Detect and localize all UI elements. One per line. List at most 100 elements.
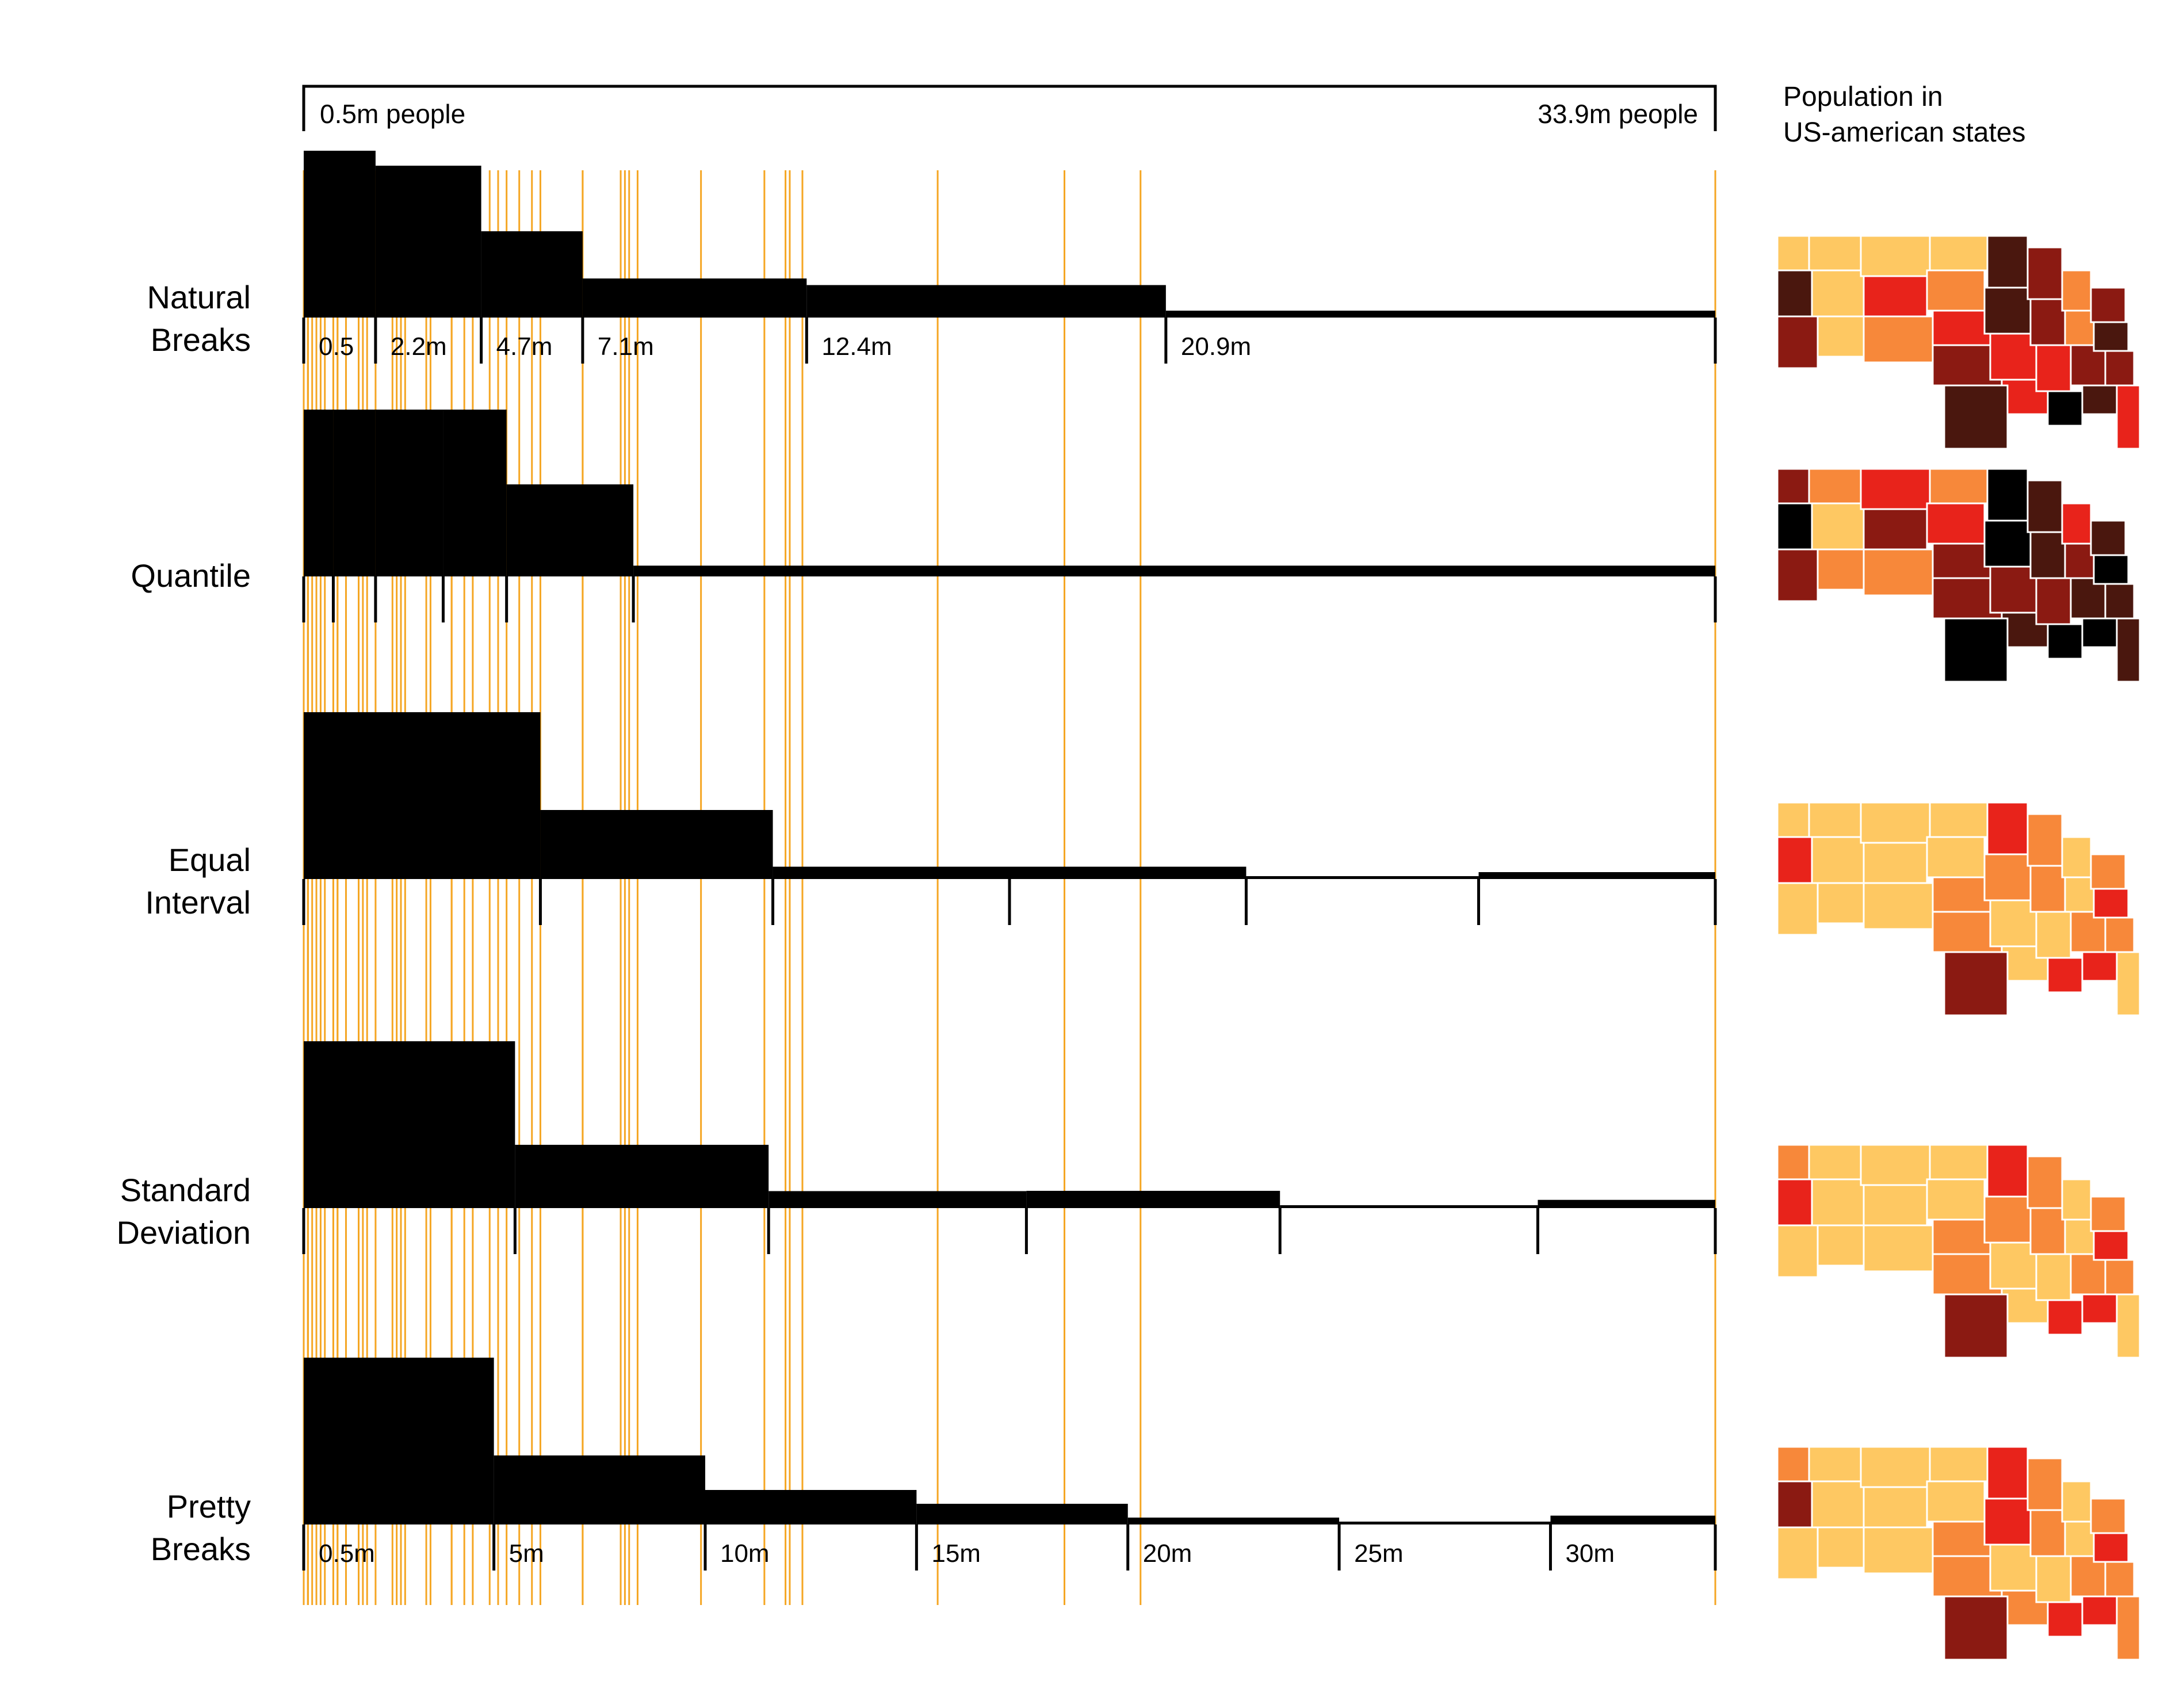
map-state-8 xyxy=(1863,1224,1934,1273)
map-state-22 xyxy=(2061,1480,2092,1523)
map-state-26 xyxy=(2090,286,2127,323)
map-state-14 xyxy=(1983,853,2032,901)
break-label-6: 30m xyxy=(1565,1539,1615,1568)
map-state-1 xyxy=(1776,1178,1813,1226)
map-state-29 xyxy=(2116,384,2141,450)
map-state-9 xyxy=(1929,1446,1989,1482)
map-state-5 xyxy=(1817,1224,1865,1267)
map-state-17 xyxy=(2026,479,2063,533)
map-state-23 xyxy=(2064,542,2095,579)
map-title-line2: US-american states xyxy=(1783,117,2025,148)
us-map-2 xyxy=(1776,801,2141,1017)
panel-label-line1: Pretty xyxy=(167,1488,251,1524)
map-state-27 xyxy=(2093,888,2129,919)
map-state-13 xyxy=(1986,468,2029,522)
break-label-3: 15m xyxy=(931,1539,981,1568)
map-state-1 xyxy=(1776,836,1813,884)
map-state-25 xyxy=(2081,1595,2118,1626)
class-bar-5 xyxy=(1165,311,1715,318)
map-state-10 xyxy=(1926,836,1986,878)
map-state-15 xyxy=(1989,1241,2037,1290)
map-state-25 xyxy=(2081,384,2118,415)
map-state-7 xyxy=(1863,842,1928,884)
map-state-10 xyxy=(1926,502,1986,545)
us-map-1 xyxy=(1776,468,2141,683)
map-state-15 xyxy=(1989,333,2037,381)
break-label-4: 20m xyxy=(1143,1539,1192,1568)
map-state-21 xyxy=(2047,1601,2083,1638)
us-map-0 xyxy=(1776,235,2141,450)
map-state-5 xyxy=(1817,1526,1865,1569)
panel-label-line2: Deviation xyxy=(117,1214,251,1251)
class-bar-3 xyxy=(916,1504,1128,1524)
map-state-19 xyxy=(2035,1555,2072,1603)
class-bar-5 xyxy=(1339,1522,1551,1524)
panel-2: Equal Interval xyxy=(145,712,1717,925)
map-state-18 xyxy=(2029,1509,2066,1557)
panel-label-line1: Equal xyxy=(169,842,251,878)
class-bar-0 xyxy=(304,712,541,879)
map-state-17 xyxy=(2026,1155,2063,1209)
class-bar-1 xyxy=(375,166,481,318)
map-state-27 xyxy=(2093,554,2129,585)
break-label-1: 5m xyxy=(509,1539,544,1568)
map-state-6 xyxy=(1860,468,1931,510)
break-label-4: 12.4m xyxy=(821,333,892,361)
break-label-0: 0.5 xyxy=(319,333,354,361)
map-state-14 xyxy=(1983,1195,2032,1244)
panel-label-line2: Interval xyxy=(145,884,251,920)
map-state-16 xyxy=(2001,945,2049,982)
class-bar-4 xyxy=(1280,1205,1538,1208)
map-state-26 xyxy=(2090,1497,2127,1534)
us-map-4 xyxy=(1776,1446,2141,1661)
map-state-8 xyxy=(1863,548,1934,597)
map-state-1 xyxy=(1776,1480,1813,1529)
map-state-24 xyxy=(2070,911,2106,953)
class-bar-1 xyxy=(515,1145,769,1208)
class-bar-5 xyxy=(633,565,1715,576)
map-state-18 xyxy=(2029,298,2066,346)
map-state-24 xyxy=(2070,577,2106,620)
class-bar-1 xyxy=(540,810,773,879)
map-state-17 xyxy=(2026,246,2063,300)
map-state-3 xyxy=(1808,468,1862,505)
map-state-27 xyxy=(2093,1532,2129,1563)
map-state-9 xyxy=(1929,468,1989,505)
map-state-15 xyxy=(1989,899,2037,947)
map-state-0 xyxy=(1776,1144,1810,1180)
map-state-3 xyxy=(1808,235,1862,272)
panel-label-line2: Breaks xyxy=(151,322,251,358)
map-state-22 xyxy=(2061,1178,2092,1221)
map-state-5 xyxy=(1817,315,1865,358)
class-bar-2 xyxy=(773,866,1010,879)
map-state-7 xyxy=(1863,1184,1928,1226)
map-state-2 xyxy=(1776,315,1819,369)
map-state-26 xyxy=(2090,519,2127,556)
panel-label-line1: Natural xyxy=(147,279,251,315)
map-state-28 xyxy=(2104,1259,2135,1296)
range-max-label: 33.9m people xyxy=(1538,99,1698,129)
map-state-11 xyxy=(1932,1520,1991,1557)
class-bar-3 xyxy=(1010,866,1246,879)
break-label-3: 7.1m xyxy=(598,333,654,361)
panel-label-line1: Standard xyxy=(120,1172,251,1208)
map-state-0 xyxy=(1776,468,1810,505)
class-bar-4 xyxy=(1127,1518,1340,1524)
map-state-24 xyxy=(2070,1253,2106,1296)
class-bar-3 xyxy=(1026,1191,1280,1208)
map-state-19 xyxy=(2035,577,2072,625)
map-state-4 xyxy=(1811,1178,1865,1226)
panel-0: Natural Breaks 0.5 2.2m 4.7m 7.1m 12.4m 20.9m xyxy=(147,151,1717,364)
map-state-29 xyxy=(2116,1293,2141,1359)
map-state-2 xyxy=(1776,1224,1819,1278)
map-state-11 xyxy=(1932,309,1991,346)
map-state-23 xyxy=(2064,1218,2095,1255)
class-bar-5 xyxy=(1478,872,1715,879)
map-state-26 xyxy=(2090,853,2127,890)
map-state-13 xyxy=(1986,1446,2029,1500)
class-bar-1 xyxy=(494,1455,705,1524)
map-state-6 xyxy=(1860,1144,1931,1186)
class-bar-2 xyxy=(705,1490,917,1524)
map-state-5 xyxy=(1817,548,1865,591)
